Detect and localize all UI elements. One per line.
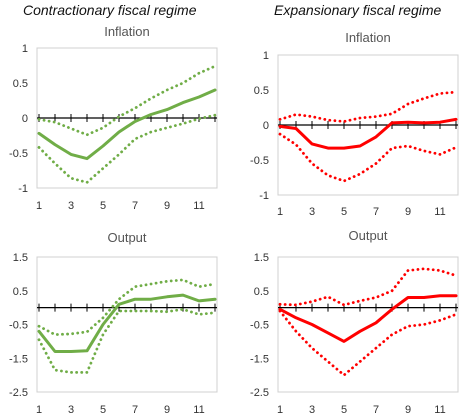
x-tick-label: 9 [405, 404, 411, 416]
impulse-response-line [278, 294, 458, 343]
x-tick-label: 7 [132, 404, 138, 416]
x-tick-label: 3 [309, 404, 315, 416]
x-tick-label: 1 [36, 200, 42, 212]
x-tick-label: 1 [36, 404, 42, 416]
y-tick-label: -1.5 [9, 353, 28, 365]
chart-panel-4: Output 1.5 0.5 -0.5 -1.5 -2.5 1 3 5 7 9 11 [250, 228, 459, 416]
impulse-response-line [37, 88, 217, 161]
y-tick-label: -0.5 [9, 148, 28, 160]
confidence-band-line [37, 307, 217, 374]
x-tick-label: 11 [434, 206, 445, 218]
y-tick-label: 1.5 [13, 252, 28, 264]
confidence-band-line [37, 278, 217, 337]
confidence-band-line [278, 90, 458, 123]
y-tick-label: 0.5 [254, 85, 269, 97]
chart-panel-2: Inflation 1 0.5 0 -0.5 -1 1 3 5 7 9 11 [250, 30, 459, 218]
x-tick-label: 3 [68, 404, 74, 416]
y-tick-label: 0.5 [13, 78, 28, 90]
y-tick-label: 1.5 [254, 252, 269, 264]
x-tick-label: 5 [341, 206, 347, 218]
chart-title: Inflation [345, 30, 391, 45]
x-tick-label: 1 [277, 404, 283, 416]
right-regime-title: Expansionary fiscal regime [274, 2, 442, 18]
x-tick-label: 3 [68, 200, 74, 212]
y-tick-label: 0 [22, 113, 28, 125]
y-tick-label: 0.5 [13, 286, 28, 298]
confidence-band-line [278, 267, 458, 307]
chart-title: Output [107, 230, 146, 245]
plot-frame [36, 256, 218, 393]
x-tick-label: 11 [193, 404, 204, 416]
x-tick-label: 9 [164, 404, 170, 416]
chart-panel-3: Output 1.5 0.5 -0.5 -1.5 -2.5 1 3 5 7 9 11 [9, 230, 218, 416]
y-tick-label: 0.5 [254, 286, 269, 298]
x-tick-label: 7 [373, 404, 379, 416]
confidence-band-line [37, 113, 217, 184]
chart-panel-1: Inflation 1 0.5 0 -0.5 -1 1 3 5 7 9 11 [9, 24, 218, 212]
x-tick-label: 5 [341, 404, 347, 416]
x-tick-label: 5 [100, 200, 106, 212]
y-tick-label: 1 [263, 50, 269, 62]
y-tick-label: -0.5 [250, 320, 269, 332]
confidence-band-line [278, 309, 458, 377]
x-tick-label: 7 [373, 206, 379, 218]
x-tick-label: 9 [405, 206, 411, 218]
x-tick-label: 7 [132, 200, 138, 212]
y-tick-label: -2.5 [9, 387, 28, 399]
x-tick-label: 5 [100, 404, 106, 416]
chart-title: Output [348, 228, 387, 243]
y-tick-label: -2.5 [250, 387, 269, 399]
y-tick-label: -0.5 [9, 320, 28, 332]
x-tick-label: 11 [434, 404, 445, 416]
y-tick-label: -0.5 [250, 155, 269, 167]
left-regime-title: Contractionary fiscal regime [23, 2, 197, 18]
x-tick-label: 3 [309, 206, 315, 218]
y-tick-label: -1 [259, 190, 269, 202]
y-tick-label: -1.5 [250, 353, 269, 365]
confidence-band-line [37, 64, 217, 137]
plot-frame [277, 256, 459, 393]
impulse-response-line [37, 293, 217, 353]
x-tick-label: 1 [277, 206, 283, 218]
impulse-response-line [278, 117, 458, 150]
y-tick-label: 0 [263, 120, 269, 132]
x-tick-label: 9 [164, 200, 170, 212]
x-tick-label: 11 [193, 200, 204, 212]
y-tick-label: -1 [18, 183, 28, 195]
confidence-band-line [278, 132, 458, 183]
y-tick-label: 1 [22, 43, 28, 55]
chart-title: Inflation [104, 24, 150, 39]
